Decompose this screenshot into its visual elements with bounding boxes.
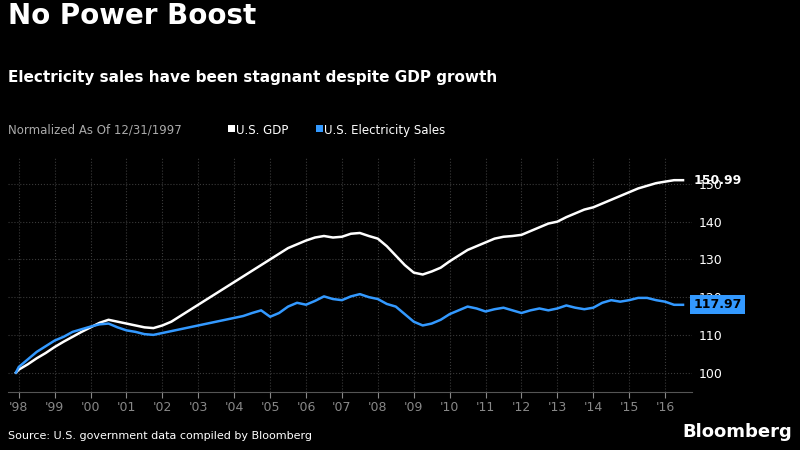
Text: 117.97: 117.97 [693, 298, 742, 311]
Text: Bloomberg: Bloomberg [682, 423, 792, 441]
Text: U.S. Electricity Sales: U.S. Electricity Sales [324, 124, 445, 137]
Text: Electricity sales have been stagnant despite GDP growth: Electricity sales have been stagnant des… [8, 70, 498, 85]
Text: Source: U.S. government data compiled by Bloomberg: Source: U.S. government data compiled by… [8, 431, 312, 441]
Text: U.S. GDP: U.S. GDP [236, 124, 288, 137]
Text: No Power Boost: No Power Boost [8, 2, 256, 30]
Text: Normalized As Of 12/31/1997: Normalized As Of 12/31/1997 [8, 124, 182, 137]
Text: 150.99: 150.99 [693, 174, 742, 187]
